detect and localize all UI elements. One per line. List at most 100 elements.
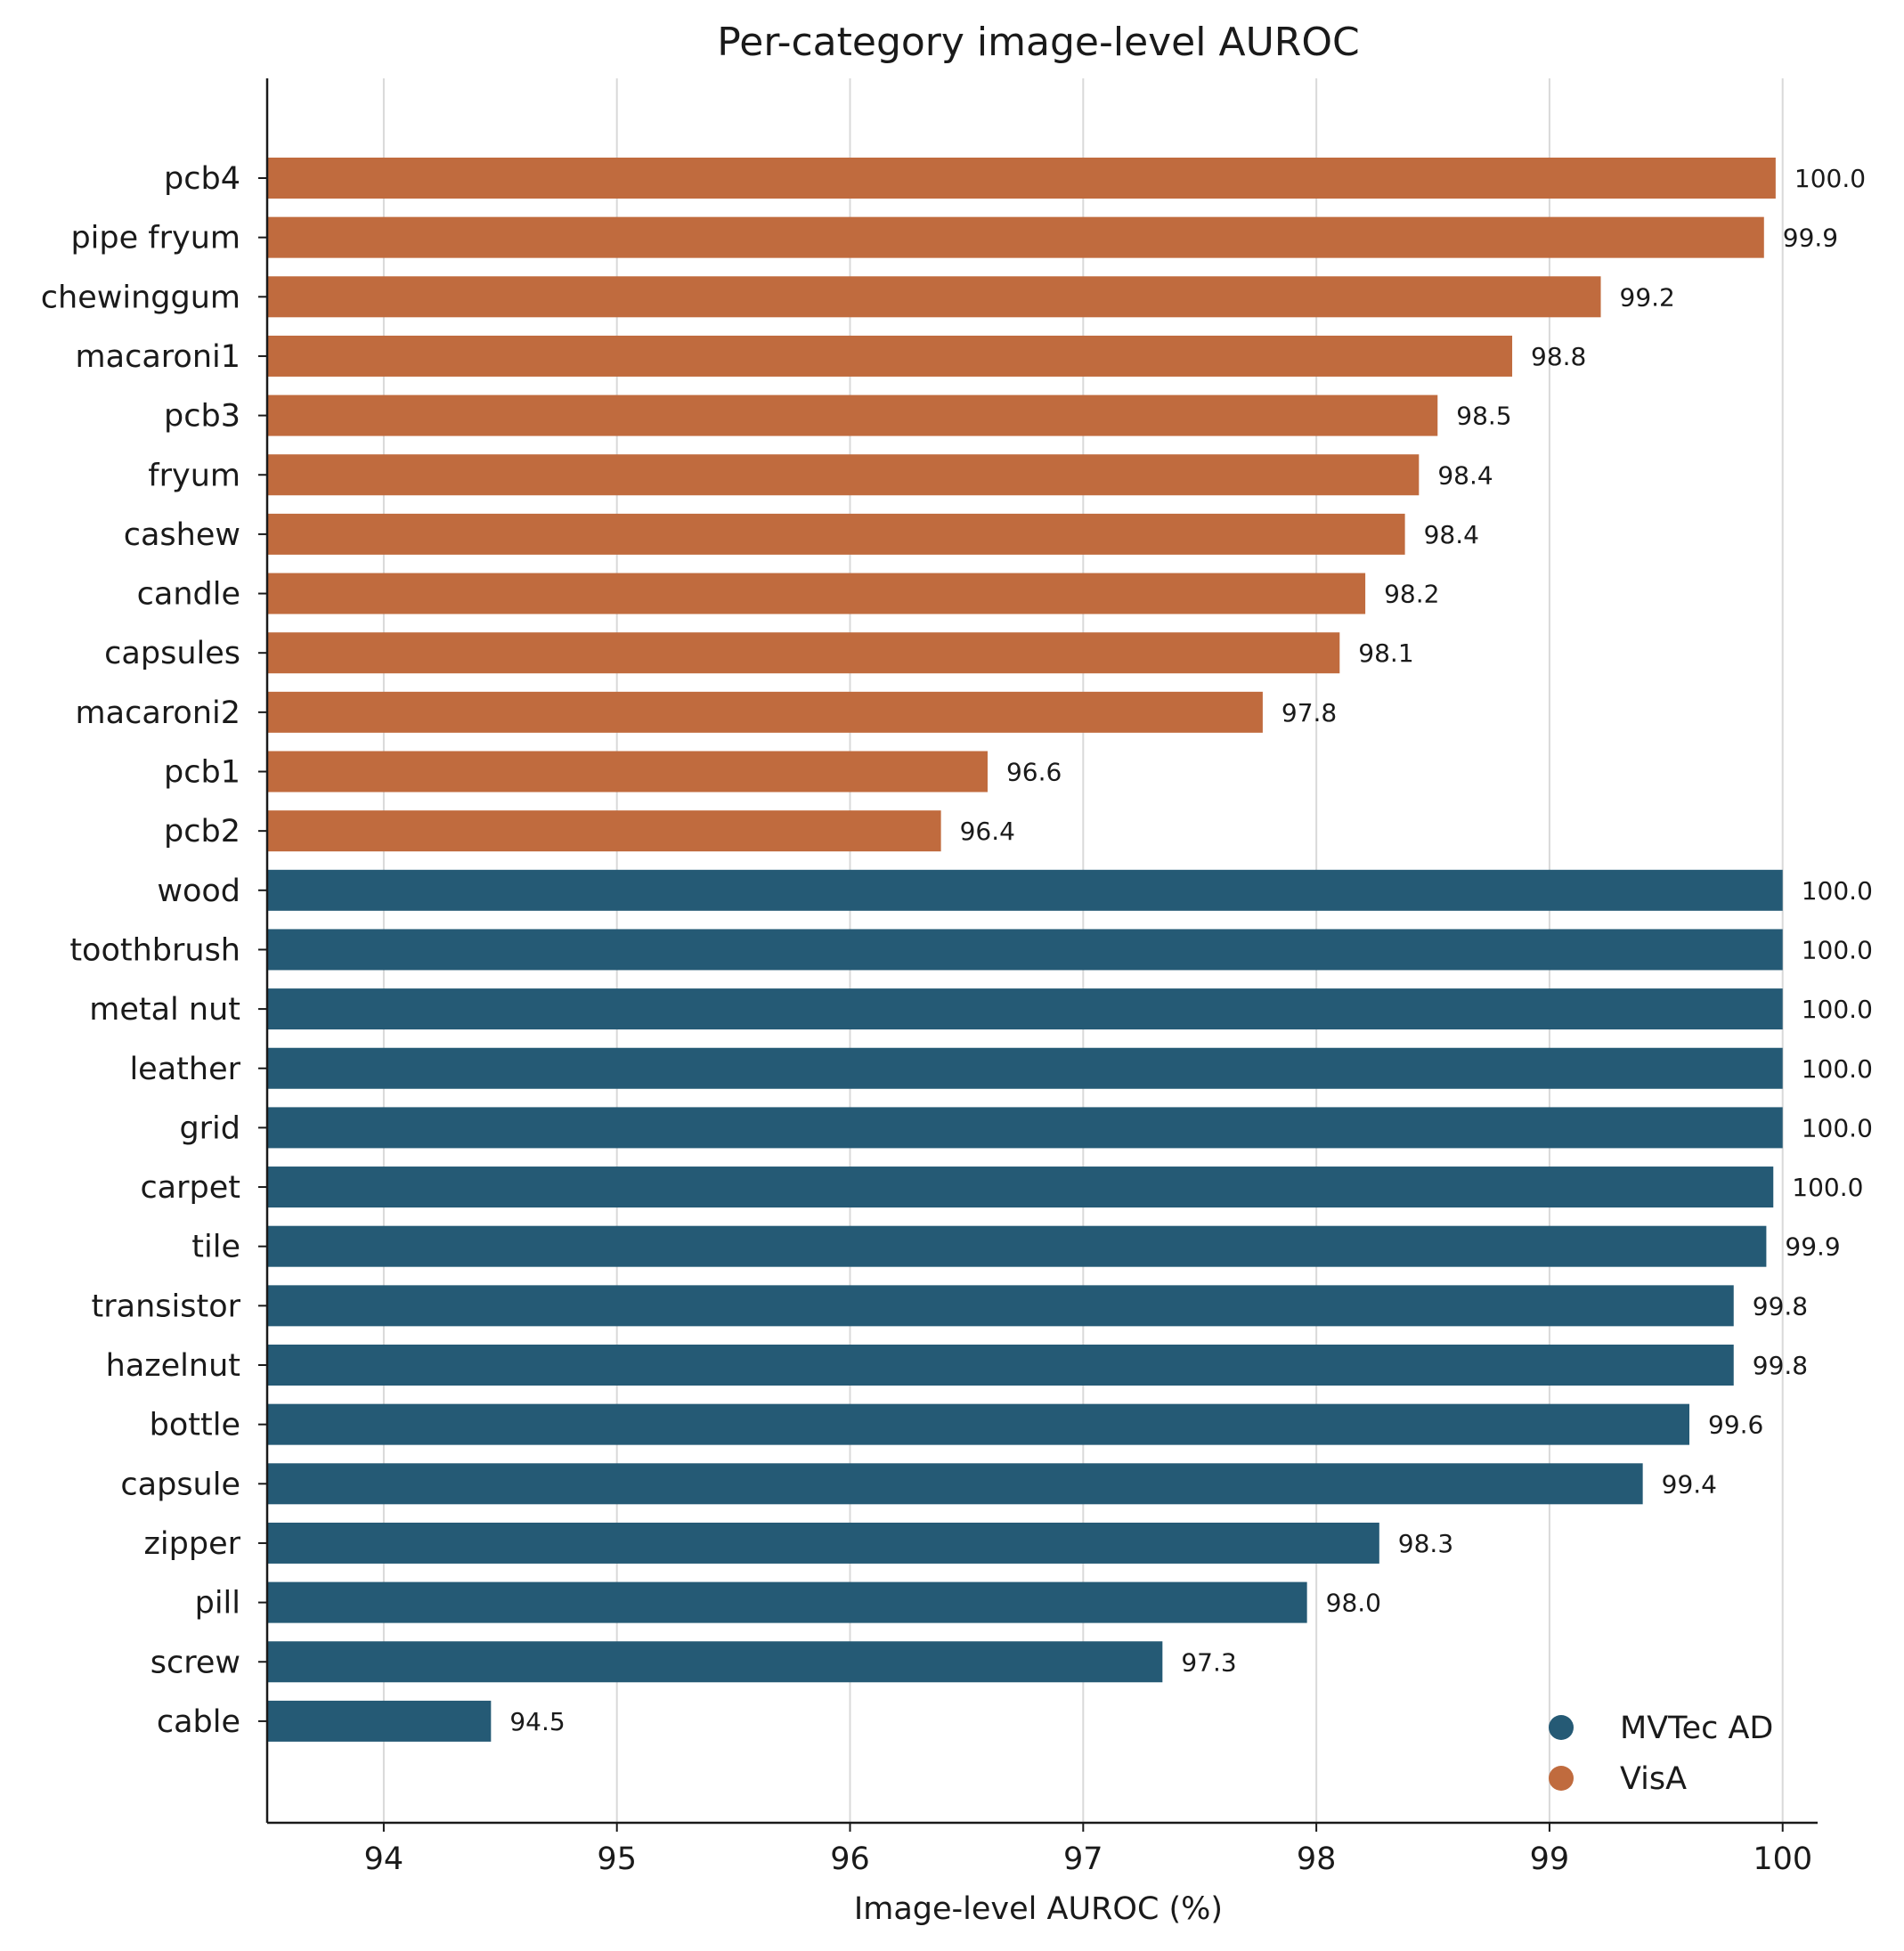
y-tick-label: candle bbox=[137, 577, 240, 613]
data-label: 98.4 bbox=[1424, 520, 1479, 549]
bar bbox=[267, 335, 1513, 377]
data-label: 99.2 bbox=[1620, 282, 1675, 312]
data-label: 99.9 bbox=[1785, 1232, 1840, 1262]
x-tick-label: 94 bbox=[364, 1841, 404, 1877]
data-label: 98.8 bbox=[1531, 342, 1586, 371]
bar bbox=[267, 1581, 1307, 1623]
data-label: 98.2 bbox=[1384, 580, 1439, 609]
bars bbox=[267, 158, 1783, 1742]
x-tick-label: 95 bbox=[597, 1841, 637, 1877]
y-tick-label: tile bbox=[191, 1230, 240, 1265]
y-tick-label: pill bbox=[195, 1586, 240, 1622]
y-tick-label: wood bbox=[157, 874, 240, 909]
axes bbox=[265, 78, 1818, 1825]
bar bbox=[267, 1403, 1690, 1445]
x-tick-label: 100 bbox=[1753, 1841, 1812, 1877]
y-tick-label: macaroni1 bbox=[76, 339, 240, 375]
x-tick-label: 98 bbox=[1297, 1841, 1337, 1877]
legend-label: VisA bbox=[1620, 1761, 1687, 1797]
data-label: 98.4 bbox=[1437, 460, 1493, 490]
bar bbox=[267, 929, 1783, 971]
data-label: 100.0 bbox=[1802, 935, 1873, 964]
bar bbox=[267, 988, 1783, 1030]
y-tick-label: toothbrush bbox=[69, 932, 240, 968]
bar bbox=[267, 1047, 1783, 1089]
y-tick-label: hazelnut bbox=[106, 1348, 240, 1384]
data-label: 98.0 bbox=[1326, 1589, 1381, 1618]
bar bbox=[267, 691, 1263, 733]
chart-title: Per-category image-level AUROC bbox=[717, 20, 1359, 65]
y-tick-label: screw bbox=[151, 1645, 240, 1680]
bar bbox=[267, 1641, 1163, 1683]
bar bbox=[267, 1700, 492, 1742]
y-tick-label: zipper bbox=[144, 1526, 241, 1562]
data-labels: 100.0 99.9 99.2 98.8 98.5 98.4 98.4 98.2 98.1 97.… bbox=[509, 164, 1873, 1736]
data-label: 97.8 bbox=[1282, 698, 1337, 728]
data-label: 97.3 bbox=[1181, 1647, 1236, 1677]
y-tick-label: capsule bbox=[120, 1467, 240, 1502]
y-tick-label: cashew bbox=[124, 517, 240, 553]
data-label: 100.0 bbox=[1802, 995, 1873, 1024]
y-tick-label: transistor bbox=[92, 1288, 241, 1324]
data-label: 98.3 bbox=[1398, 1529, 1453, 1558]
y-tick-label: cable bbox=[157, 1704, 240, 1740]
legend-marker bbox=[1549, 1715, 1574, 1740]
y-tick-label: pcb2 bbox=[164, 814, 240, 849]
bar bbox=[267, 216, 1764, 258]
y-tick-label: pcb4 bbox=[164, 161, 240, 197]
x-tick-label: 99 bbox=[1530, 1841, 1570, 1877]
data-label: 100.0 bbox=[1802, 1054, 1873, 1084]
data-label: 96.4 bbox=[960, 817, 1015, 846]
y-tick-label: pcb3 bbox=[164, 399, 240, 435]
legend: MVTec AD VisA bbox=[1549, 1711, 1773, 1797]
bar bbox=[267, 276, 1601, 318]
bar bbox=[267, 1107, 1783, 1149]
y-tick-label: pipe fryum bbox=[70, 221, 240, 256]
data-label: 96.6 bbox=[1006, 758, 1062, 787]
legend-marker bbox=[1549, 1766, 1574, 1791]
y-tick-label: chewinggum bbox=[41, 280, 240, 315]
y-tick-labels: pcb4 pipe fryum chewinggum macaroni1 pcb3 fry… bbox=[41, 161, 267, 1740]
y-tick-label: macaroni2 bbox=[76, 695, 240, 731]
y-tick-label: carpet bbox=[140, 1170, 240, 1206]
data-label: 99.6 bbox=[1708, 1410, 1763, 1440]
bar bbox=[267, 1345, 1734, 1386]
data-label: 100.0 bbox=[1794, 164, 1866, 193]
bar bbox=[267, 1463, 1643, 1505]
data-label: 100.0 bbox=[1802, 876, 1873, 906]
y-tick-label: metal nut bbox=[89, 992, 240, 1028]
bar bbox=[267, 1522, 1379, 1564]
data-label: 99.9 bbox=[1783, 224, 1838, 253]
y-tick-label: pcb1 bbox=[164, 755, 240, 791]
bar bbox=[267, 1167, 1774, 1208]
data-label: 99.8 bbox=[1753, 1291, 1808, 1321]
data-label: 100.0 bbox=[1792, 1173, 1863, 1202]
legend-label: MVTec AD bbox=[1620, 1711, 1773, 1746]
y-tick-label: capsules bbox=[104, 636, 240, 671]
bar bbox=[267, 394, 1438, 436]
x-axis-label: Image-level AUROC (%) bbox=[854, 1891, 1223, 1927]
data-label: 98.1 bbox=[1358, 638, 1413, 668]
bar bbox=[267, 513, 1405, 555]
x-tick-label: 97 bbox=[1063, 1841, 1103, 1877]
bar bbox=[267, 810, 941, 852]
bar bbox=[267, 158, 1776, 199]
data-label: 100.0 bbox=[1802, 1113, 1873, 1142]
data-label: 99.8 bbox=[1753, 1351, 1808, 1380]
y-tick-label: bottle bbox=[150, 1408, 240, 1443]
bar bbox=[267, 1285, 1734, 1327]
bar bbox=[267, 751, 988, 793]
x-tick-label: 96 bbox=[830, 1841, 870, 1877]
data-label: 99.4 bbox=[1662, 1469, 1717, 1499]
bar bbox=[267, 1225, 1767, 1267]
bar bbox=[267, 573, 1366, 614]
y-tick-label: fryum bbox=[148, 458, 240, 493]
data-label: 98.5 bbox=[1456, 402, 1511, 431]
bar bbox=[267, 632, 1340, 674]
y-tick-label: grid bbox=[179, 1110, 240, 1146]
x-tick-labels: 94 95 96 97 98 99 100 bbox=[364, 1823, 1812, 1877]
bar bbox=[267, 869, 1783, 911]
